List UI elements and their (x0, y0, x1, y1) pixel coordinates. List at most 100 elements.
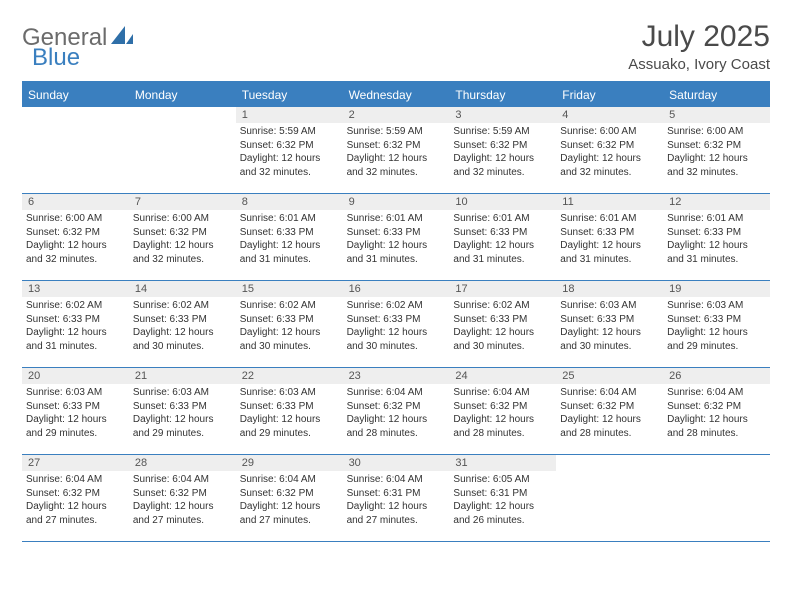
day-cell (663, 455, 770, 541)
day-cell (556, 455, 663, 541)
day-cell: 10Sunrise: 6:01 AMSunset: 6:33 PMDayligh… (449, 194, 556, 280)
sunrise-text: Sunrise: 6:02 AM (133, 299, 232, 313)
day-cell: 31Sunrise: 6:05 AMSunset: 6:31 PMDayligh… (449, 455, 556, 541)
day-number: 21 (129, 368, 236, 384)
sunrise-text: Sunrise: 6:01 AM (667, 212, 766, 226)
day-header-friday: Friday (556, 83, 663, 107)
daylight-text: Daylight: 12 hours and 29 minutes. (133, 413, 232, 440)
sunrise-text: Sunrise: 6:04 AM (240, 473, 339, 487)
week-row: 13Sunrise: 6:02 AMSunset: 6:33 PMDayligh… (22, 281, 770, 368)
day-cell: 30Sunrise: 6:04 AMSunset: 6:31 PMDayligh… (343, 455, 450, 541)
day-cell: 12 Sunrise: 6:01 AMSunset: 6:33 PMDayligh… (663, 194, 770, 280)
header: General Blue July 2025 Assuako, Ivory Co… (22, 20, 770, 73)
day-number: 5 (663, 107, 770, 123)
sunrise-text: Sunrise: 5:59 AM (453, 125, 552, 139)
sunrise-text: Sunrise: 6:05 AM (453, 473, 552, 487)
day-number: 2 (343, 107, 450, 123)
sunset-text: Sunset: 6:32 PM (453, 400, 552, 414)
week-row: 1Sunrise: 5:59 AMSunset: 6:32 PMDaylight… (22, 107, 770, 194)
day-cell (129, 107, 236, 193)
daylight-text: Daylight: 12 hours and 31 minutes. (667, 239, 766, 266)
day-cell: 3Sunrise: 5:59 AMSunset: 6:32 PMDaylight… (449, 107, 556, 193)
day-cell: 25Sunrise: 6:04 AMSunset: 6:32 PMDayligh… (556, 368, 663, 454)
day-cell: 24Sunrise: 6:04 AMSunset: 6:32 PMDayligh… (449, 368, 556, 454)
day-cell: 16Sunrise: 6:02 AMSunset: 6:33 PMDayligh… (343, 281, 450, 367)
day-number: 7 (129, 194, 236, 210)
sunset-text: Sunset: 6:32 PM (133, 487, 232, 501)
daylight-text: Daylight: 12 hours and 30 minutes. (453, 326, 552, 353)
day-number: 26 (663, 368, 770, 384)
logo-text-blue: Blue (32, 44, 80, 71)
day-header-row: Sunday Monday Tuesday Wednesday Thursday… (22, 83, 770, 107)
weeks-container: 1Sunrise: 5:59 AMSunset: 6:32 PMDaylight… (22, 107, 770, 542)
day-number (22, 107, 129, 111)
sunset-text: Sunset: 6:33 PM (667, 226, 766, 240)
day-number: 15 (236, 281, 343, 297)
sunset-text: Sunset: 6:33 PM (26, 313, 125, 327)
day-number: 1 (236, 107, 343, 123)
daylight-text: Daylight: 12 hours and 29 minutes. (26, 413, 125, 440)
sunset-text: Sunset: 6:32 PM (560, 139, 659, 153)
sunrise-text: Sunrise: 6:03 AM (133, 386, 232, 400)
day-cell: 26 Sunrise: 6:04 AMSunset: 6:32 PMDayligh… (663, 368, 770, 454)
sunset-text: Sunset: 6:32 PM (667, 400, 766, 414)
day-number: 3 (449, 107, 556, 123)
sunset-text: Sunset: 6:31 PM (453, 487, 552, 501)
day-cell: 4 Sunrise: 6:00 AMSunset: 6:32 PMDaylight… (556, 107, 663, 193)
sunrise-text: Sunrise: 6:03 AM (240, 386, 339, 400)
sunset-text: Sunset: 6:33 PM (347, 313, 446, 327)
sunrise-text: Sunrise: 6:00 AM (560, 125, 659, 139)
day-number: 20 (22, 368, 129, 384)
daylight-text: Daylight: 12 hours and 28 minutes. (667, 413, 766, 440)
sunrise-text: Sunrise: 6:04 AM (26, 473, 125, 487)
sunrise-text: Sunrise: 6:02 AM (26, 299, 125, 313)
day-cell: 1Sunrise: 5:59 AMSunset: 6:32 PMDaylight… (236, 107, 343, 193)
month-title: July 2025 (628, 20, 770, 54)
day-cell: 2Sunrise: 5:59 AMSunset: 6:32 PMDaylight… (343, 107, 450, 193)
sunrise-text: Sunrise: 6:04 AM (667, 386, 766, 400)
day-header-saturday: Saturday (663, 83, 770, 107)
sunrise-text: Sunrise: 6:00 AM (26, 212, 125, 226)
day-cell: 21Sunrise: 6:03 AMSunset: 6:33 PMDayligh… (129, 368, 236, 454)
daylight-text: Daylight: 12 hours and 32 minutes. (26, 239, 125, 266)
week-row: 27Sunrise: 6:04 AMSunset: 6:32 PMDayligh… (22, 455, 770, 542)
daylight-text: Daylight: 12 hours and 32 minutes. (133, 239, 232, 266)
daylight-text: Daylight: 12 hours and 31 minutes. (240, 239, 339, 266)
sunset-text: Sunset: 6:32 PM (453, 139, 552, 153)
day-number: 11 (556, 194, 663, 210)
week-row: 20Sunrise: 6:03 AMSunset: 6:33 PMDayligh… (22, 368, 770, 455)
sunrise-text: Sunrise: 6:01 AM (240, 212, 339, 226)
day-number: 4 (556, 107, 663, 123)
daylight-text: Daylight: 12 hours and 31 minutes. (26, 326, 125, 353)
daylight-text: Daylight: 12 hours and 30 minutes. (560, 326, 659, 353)
sunset-text: Sunset: 6:33 PM (453, 313, 552, 327)
logo-blue-wrap: Blue (32, 44, 80, 72)
day-cell: 13Sunrise: 6:02 AMSunset: 6:33 PMDayligh… (22, 281, 129, 367)
daylight-text: Daylight: 12 hours and 30 minutes. (133, 326, 232, 353)
sunset-text: Sunset: 6:32 PM (667, 139, 766, 153)
day-cell: 23Sunrise: 6:04 AMSunset: 6:32 PMDayligh… (343, 368, 450, 454)
sunrise-text: Sunrise: 6:00 AM (133, 212, 232, 226)
daylight-text: Daylight: 12 hours and 32 minutes. (560, 152, 659, 179)
daylight-text: Daylight: 12 hours and 31 minutes. (560, 239, 659, 266)
day-cell: 20Sunrise: 6:03 AMSunset: 6:33 PMDayligh… (22, 368, 129, 454)
daylight-text: Daylight: 12 hours and 28 minutes. (453, 413, 552, 440)
sunrise-text: Sunrise: 6:04 AM (347, 386, 446, 400)
sunset-text: Sunset: 6:33 PM (667, 313, 766, 327)
daylight-text: Daylight: 12 hours and 28 minutes. (347, 413, 446, 440)
day-number: 12 (663, 194, 770, 210)
sunset-text: Sunset: 6:31 PM (347, 487, 446, 501)
logo-sail-icon (111, 26, 133, 51)
sunset-text: Sunset: 6:32 PM (26, 226, 125, 240)
sunrise-text: Sunrise: 6:03 AM (667, 299, 766, 313)
day-number: 9 (343, 194, 450, 210)
day-number: 29 (236, 455, 343, 471)
day-number: 25 (556, 368, 663, 384)
day-cell: 19Sunrise: 6:03 AMSunset: 6:33 PMDayligh… (663, 281, 770, 367)
sunrise-text: Sunrise: 6:01 AM (347, 212, 446, 226)
sunrise-text: Sunrise: 6:03 AM (560, 299, 659, 313)
day-cell: 14Sunrise: 6:02 AMSunset: 6:33 PMDayligh… (129, 281, 236, 367)
day-cell (22, 107, 129, 193)
sunset-text: Sunset: 6:32 PM (560, 400, 659, 414)
day-number: 23 (343, 368, 450, 384)
